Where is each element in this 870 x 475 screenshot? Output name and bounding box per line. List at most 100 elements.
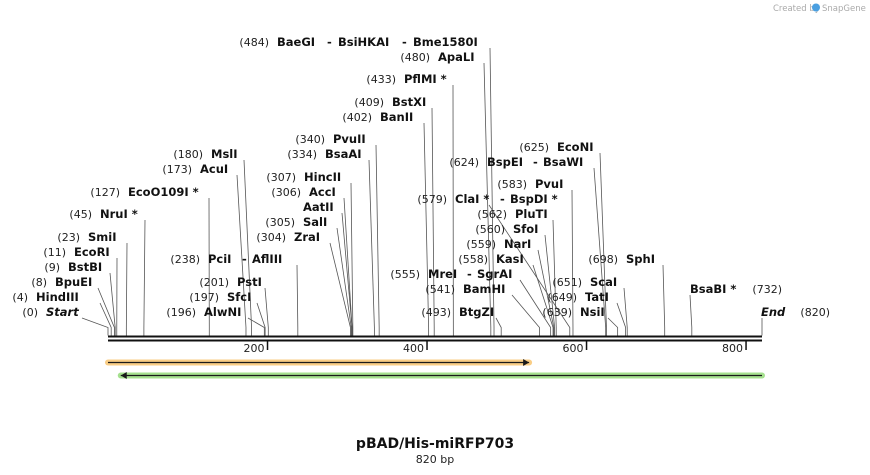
site-ecori[interactable]: (11) EcoRI [43, 245, 109, 259]
site-position: (555) [390, 268, 420, 281]
site-position: (127) [90, 186, 120, 199]
site-name: ZraI [294, 230, 320, 244]
site-position: (9) [44, 261, 60, 274]
site-pluti[interactable]: (562) PluTI [477, 207, 547, 221]
site-smii[interactable]: (23) SmiI [57, 230, 116, 244]
start-position: (0) [22, 306, 38, 319]
ruler-tick-label: 800 [722, 342, 743, 355]
credit-brand: SnapGene [822, 4, 866, 14]
connector-econi [599, 152, 607, 336]
connector-apali [483, 62, 492, 336]
site-sali[interactable]: (305) SalI [265, 215, 327, 229]
site-position: (651) [552, 276, 582, 289]
connector-pluti [552, 219, 557, 336]
site-bstbi[interactable]: (9) BstBI [44, 260, 102, 274]
end-label[interactable]: End (820) [761, 305, 830, 319]
site-position: (639) [542, 306, 572, 319]
site-eco0109i[interactable]: (127) EcoO109I * [90, 185, 198, 199]
site-alwni[interactable]: (196) AlwNI [166, 305, 241, 319]
site-separator: - [402, 35, 407, 49]
connector-sfci [256, 302, 266, 336]
site-baegi-bsihkai-bme1580i[interactable]: (484) BaeGI - BsiHKAI - Bme1580I [239, 35, 477, 49]
site-position: (238) [170, 253, 200, 266]
site-banii[interactable]: (402) BanII [342, 110, 413, 124]
site-tati[interactable]: (649) TatI [547, 290, 609, 304]
site-sphi[interactable]: (698) SphI [588, 252, 655, 266]
feature-tracks [105, 359, 765, 379]
site-sfci[interactable]: (197) SfcI [189, 290, 251, 304]
site-hincii[interactable]: (307) HincII [266, 170, 341, 184]
site-btgzi[interactable]: (493) BtgZI [421, 305, 494, 319]
site-pvuii[interactable]: (340) PvuII [295, 132, 365, 146]
site-pflmi[interactable]: (433) PflMI * [366, 72, 446, 86]
site-name: PflMI * [404, 72, 447, 86]
site-name: EcoNI [557, 140, 593, 154]
connector-bpuei [97, 287, 115, 336]
site-name: MreI [428, 267, 457, 281]
site-pvui[interactable]: (583) PvuI [497, 177, 563, 191]
site-scai[interactable]: (651) ScaI [552, 275, 617, 289]
site-bsaai[interactable]: (334) BsaAI [287, 147, 361, 161]
site-position: (4) [12, 291, 28, 304]
site-position: (307) [266, 171, 296, 184]
site-aatii[interactable]: AatII [303, 200, 334, 214]
site-acci[interactable]: (306) AccI [271, 185, 335, 199]
site-name: AatII [303, 200, 334, 214]
site-psti[interactable]: (201) PstI [199, 275, 261, 289]
site-name: BstXI [392, 95, 426, 109]
site-name: BsaAI [325, 147, 362, 161]
site-position: (402) [342, 111, 372, 124]
connector-hincii [350, 182, 354, 336]
site-position: (480) [400, 51, 430, 64]
site-position: (45) [69, 208, 92, 221]
ruler-tick-label: 200 [244, 342, 265, 355]
site-sfoi[interactable]: (560) SfoI [475, 222, 538, 236]
site-nsii[interactable]: (639) NsiI [542, 305, 604, 319]
site-clai-bspdi[interactable]: (579) ClaI * - BspDI * [417, 192, 557, 206]
site-position: (340) [295, 133, 325, 146]
site-name: BpuEI [55, 275, 92, 289]
site-pcii-afliii[interactable]: (238) PciI - AflIII [170, 252, 282, 266]
site-position: (541) [425, 283, 455, 296]
site-acui[interactable]: (173) AcuI [162, 162, 228, 176]
connector-nrui [143, 219, 146, 336]
site-bsabi[interactable]: BsaBI * (732) [690, 282, 782, 296]
ruler-ticks: 200 400 600 800 [244, 341, 747, 355]
site-nrui[interactable]: (45) NruI * [69, 207, 137, 221]
site-mrei-sgrai[interactable]: (555) MreI - SgrAI [390, 267, 512, 281]
site-position: (409) [354, 96, 384, 109]
plasmid-title: pBAD/His-miRFP703 [356, 436, 514, 452]
site-zrai[interactable]: (304) ZraI [256, 230, 320, 244]
connector-msli [243, 159, 252, 336]
connector-bsabi [689, 294, 693, 336]
site-bstxi[interactable]: (409) BstXI [354, 95, 426, 109]
connector-bstxi [431, 107, 435, 336]
site-econi[interactable]: (625) EcoNI [519, 140, 593, 154]
site-position: (305) [265, 216, 295, 229]
site-name: AccI [309, 185, 336, 199]
site-position: (334) [287, 148, 317, 161]
site-bamhi[interactable]: (541) BamHI [425, 282, 505, 296]
snapgene-logo-icon [812, 3, 820, 12]
site-nari[interactable]: (559) NarI [466, 237, 531, 251]
connector-pvuii [375, 144, 380, 336]
site-name: KasI [496, 252, 524, 266]
site-name: PvuII [333, 132, 366, 146]
site-apali[interactable]: (480) ApaLI [400, 50, 474, 64]
snapgene-credit[interactable]: Created by SnapGene [773, 3, 866, 15]
site-hindiii[interactable]: (4) HindIII [12, 290, 78, 304]
connector-hindiii [99, 302, 112, 336]
site-name: BstBI [68, 260, 102, 274]
connector-nari [537, 249, 555, 336]
site-bspei-bsawi[interactable]: (624) BspEI - BsaWI [449, 155, 583, 169]
site-name-3: Bme1580I [413, 35, 478, 49]
site-bpuei[interactable]: (8) BpuEI [31, 275, 92, 289]
connector-banii [423, 122, 430, 336]
connector-start [81, 317, 109, 336]
site-kasi[interactable]: (558) KasI [458, 252, 523, 266]
connector-psti [264, 287, 269, 336]
site-msli[interactable]: (180) MslI [173, 147, 237, 161]
connector-tati [616, 302, 627, 336]
start-label[interactable]: (0) Start [22, 305, 79, 319]
